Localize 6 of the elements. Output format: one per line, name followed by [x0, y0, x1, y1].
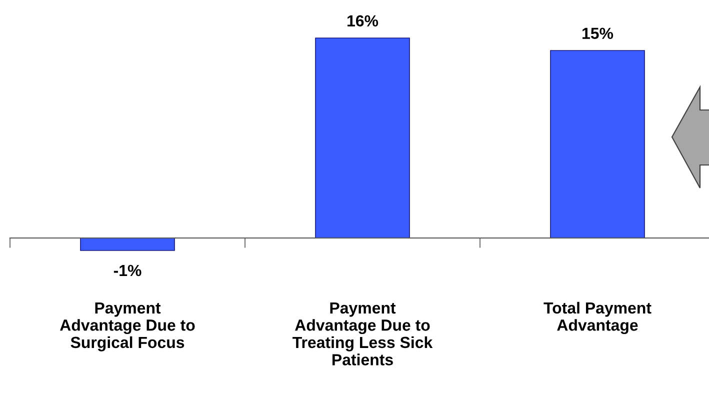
- x-tick-label: Payment Advantage Due to Treating Less Sick Patients: [292, 302, 433, 366]
- x-tick-label: Payment Advantage Due to Surgical Focus: [60, 302, 195, 352]
- x-tick-label: Total Payment Advantage: [544, 302, 652, 334]
- data-label: -1%: [114, 264, 142, 276]
- data-label: 16%: [348, 15, 378, 27]
- data-label: 15%: [582, 28, 614, 40]
